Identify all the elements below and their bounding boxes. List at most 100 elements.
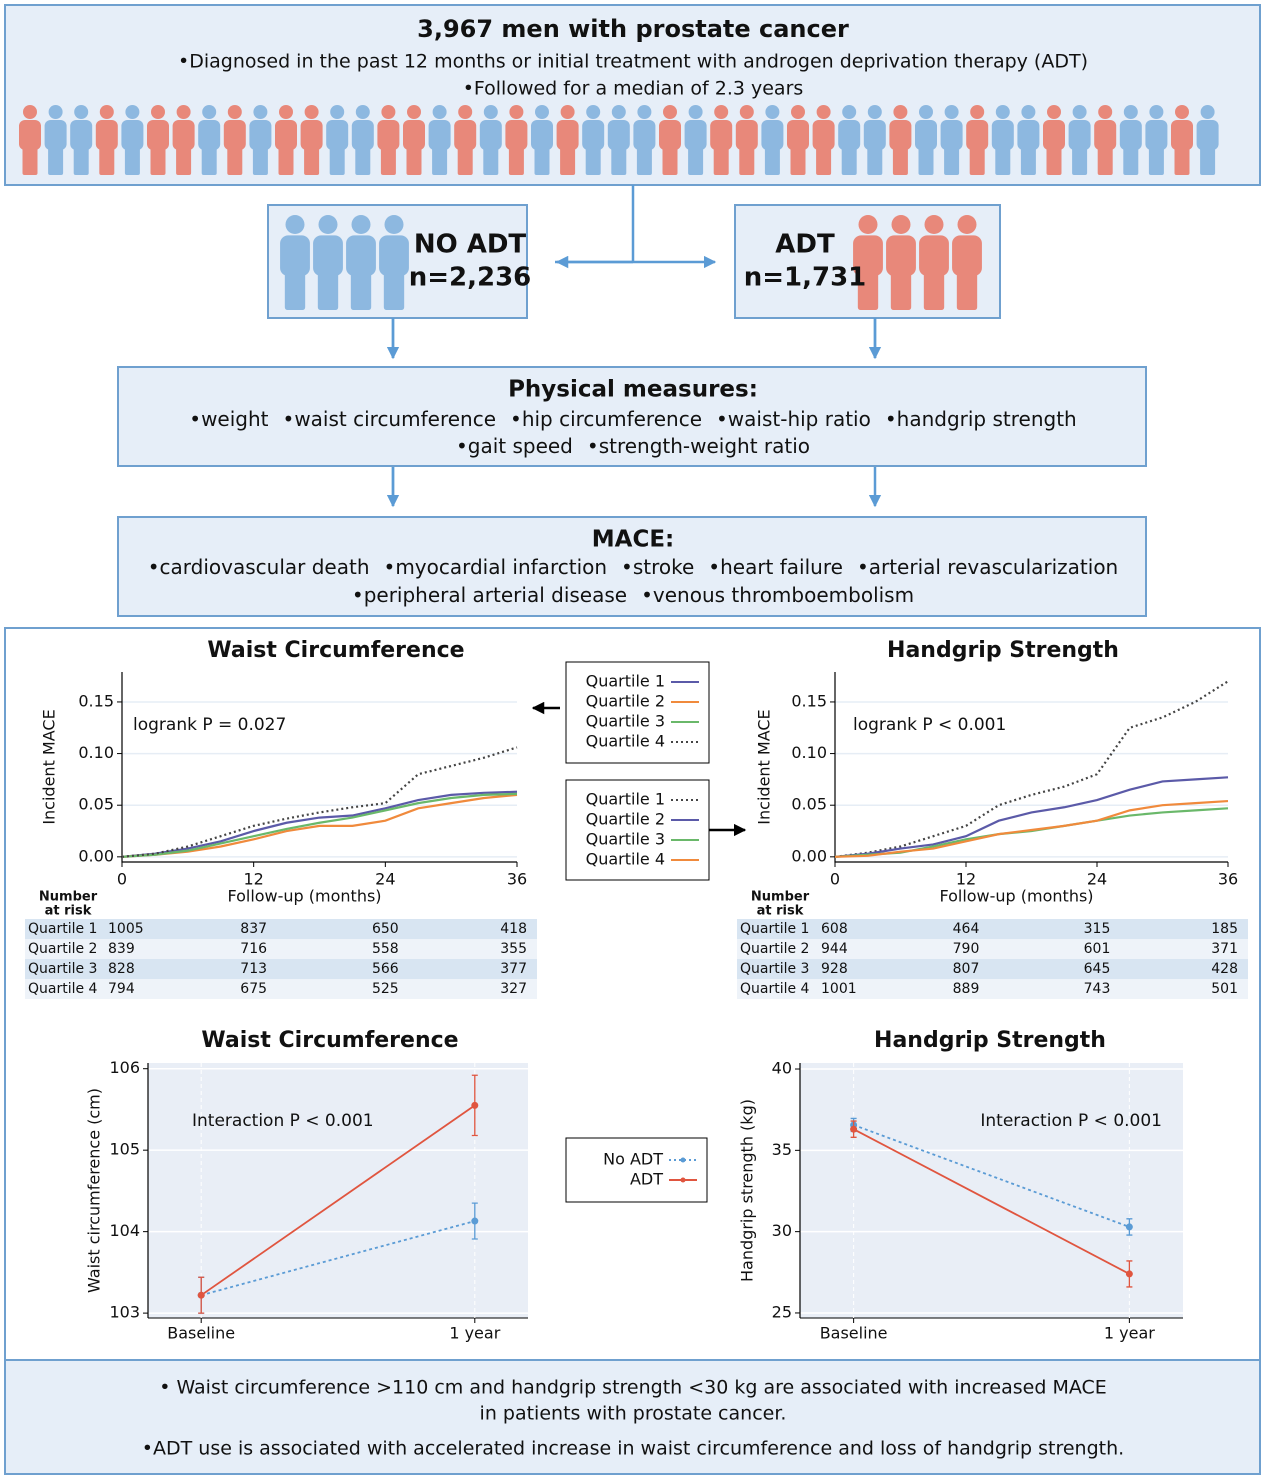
y-tick-label: 0.10 [78, 743, 114, 762]
icon-head [49, 105, 63, 119]
legend-label: Quartile 4 [586, 850, 665, 869]
point [471, 1218, 478, 1225]
icon-head [859, 215, 878, 234]
icon-legs [919, 145, 934, 175]
risk-value: 525 [372, 981, 399, 997]
icon-legs [381, 145, 396, 175]
y-tick-label: 105 [109, 1140, 140, 1159]
icon-legs [765, 145, 780, 175]
legend-label: Quartile 4 [586, 732, 665, 751]
risk-value: 650 [372, 921, 399, 937]
item: •weight [189, 407, 268, 431]
y-axis-label: Incident MACE [40, 709, 59, 824]
risk-value: 566 [372, 961, 399, 977]
item: •waist-hip ratio [716, 407, 871, 431]
item: •venous thromboembolism [641, 583, 914, 607]
icon-head [1175, 105, 1189, 119]
x-tick-label: Baseline [820, 1324, 888, 1343]
risk-row [737, 959, 1248, 979]
icon-legs [48, 145, 63, 175]
risk-value: 501 [1211, 981, 1238, 997]
x-tick-label: 0 [830, 870, 840, 889]
risk-name: Quartile 3 [28, 961, 97, 977]
risk-value: 1001 [821, 981, 857, 997]
y-tick-label: 103 [109, 1303, 140, 1322]
legend-label: Quartile 3 [586, 712, 665, 731]
plot-area [122, 672, 517, 862]
icon-legs [125, 145, 140, 175]
risk-value: 944 [821, 941, 848, 957]
plot-area [835, 672, 1228, 862]
risk-row [737, 939, 1248, 959]
icon-legs [816, 145, 831, 175]
x-tick-label: Baseline [167, 1324, 235, 1343]
icon-legs [944, 145, 959, 175]
point [471, 1102, 478, 1109]
icon-legs [432, 145, 447, 175]
risk-title: at risk [757, 904, 804, 919]
group-n: n=2,236 [409, 263, 532, 293]
y-tick-label: 0.00 [78, 846, 114, 865]
icon-legs [714, 145, 729, 175]
icon-legs [739, 145, 754, 175]
risk-value: 601 [1084, 941, 1111, 957]
icon-head [586, 105, 600, 119]
icon-legs [99, 145, 114, 175]
icon-head [279, 105, 293, 119]
icon-legs [995, 145, 1010, 175]
chart-title: Handgrip Strength [874, 1028, 1106, 1053]
icon-legs [23, 145, 38, 175]
risk-value: 645 [1084, 961, 1111, 977]
icon-head [23, 105, 37, 119]
central-illustration: 3,967 men with prostate cancer•Diagnosed… [0, 0, 1265, 1479]
icon-head [433, 105, 447, 119]
icon-legs [970, 145, 985, 175]
item: •gait speed [456, 434, 573, 458]
icon-head [842, 105, 856, 119]
icon-head [925, 215, 944, 234]
bullet: •Diagnosed in the past 12 months or init… [178, 51, 1088, 73]
risk-value: 716 [240, 941, 267, 957]
icon-head [765, 105, 779, 119]
icon-legs [304, 145, 319, 175]
y-tick-label: 30 [772, 1221, 792, 1240]
icon-legs [791, 145, 806, 175]
icon-head [151, 105, 165, 119]
icon-head [535, 105, 549, 119]
x-tick-label: 1 year [1104, 1324, 1155, 1343]
icon-head [663, 105, 677, 119]
item-line: •weight•waist circumference•hip circumfe… [189, 407, 1076, 431]
risk-value: 794 [108, 981, 135, 997]
risk-value: 828 [108, 961, 135, 977]
icon-legs [611, 145, 626, 175]
icon-head [919, 105, 933, 119]
risk-row [737, 979, 1248, 999]
icon-legs [509, 145, 524, 175]
chart-title: Handgrip Strength [887, 638, 1119, 663]
icon-head [1098, 105, 1112, 119]
risk-row [25, 919, 537, 939]
legend-label: Quartile 2 [586, 810, 665, 829]
risk-value: 418 [500, 921, 527, 937]
icon-head [1047, 105, 1061, 119]
icon-head [228, 105, 242, 119]
box-title: Physical measures: [508, 377, 758, 403]
risk-value: 713 [240, 961, 267, 977]
risk-value: 355 [500, 941, 527, 957]
risk-value: 371 [1211, 941, 1238, 957]
split-connector [555, 185, 715, 262]
legend-dot [681, 1158, 686, 1163]
icon-legs [279, 145, 294, 175]
icon-head [893, 105, 907, 119]
x-tick-label: 0 [117, 870, 127, 889]
icon-head [202, 105, 216, 119]
point [1126, 1270, 1133, 1277]
icon-head [1149, 105, 1163, 119]
icon-head [1073, 105, 1087, 119]
risk-value: 464 [953, 921, 980, 937]
risk-title: Number [751, 890, 810, 905]
risk-value: 608 [821, 921, 848, 937]
y-tick-label: 0.05 [791, 795, 827, 814]
icon-legs [1098, 145, 1113, 175]
risk-value: 743 [1084, 981, 1111, 997]
